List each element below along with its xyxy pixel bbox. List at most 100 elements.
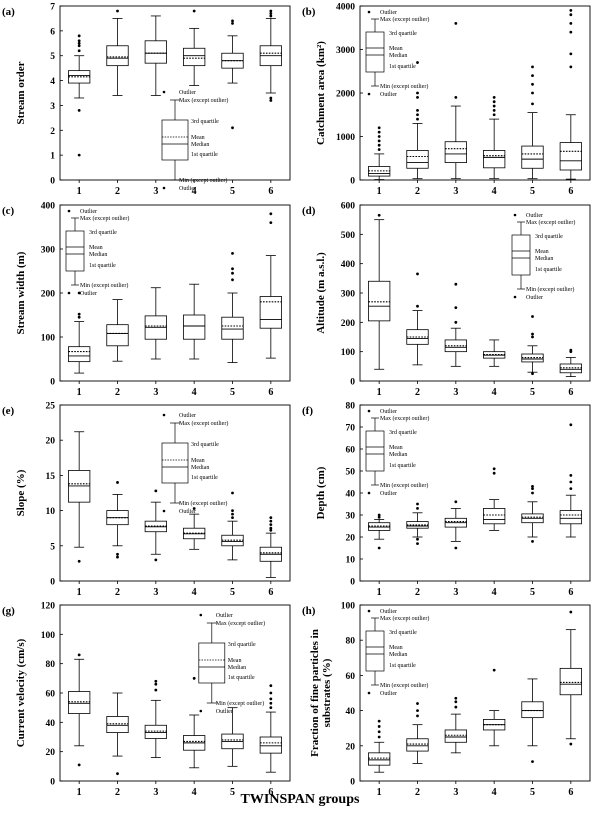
outlier-point [377,719,381,723]
legend-median-label: Median [389,452,407,458]
legend-outlier-dot [513,213,517,217]
x-tick-label: 2 [115,387,120,398]
outlier-point [569,480,573,484]
outlier-point [192,9,196,13]
y-tick-label: 4000 [336,3,355,13]
outlier-point [531,487,534,490]
y-axis-label: substrates (%) [321,658,333,727]
outlier-point [569,30,573,34]
outlier-point [377,130,381,134]
outlier-point [492,109,496,112]
outlier-point [569,52,573,56]
y-axis-label: Slope (%) [15,469,27,516]
outlier-point [77,109,81,112]
legend-mean-label: Mean [389,46,403,52]
outlier-point [77,291,81,295]
outlier-point [377,725,381,728]
y-tick-label: 400 [341,260,356,270]
box-group [483,467,506,531]
outlier-point [416,304,419,308]
legend-max-label: Max (except outlier) [380,16,429,23]
outlier-point [377,515,381,519]
box-group [68,34,91,157]
outlier-point [231,22,234,25]
outlier-point [416,542,419,545]
box-group [483,95,506,180]
legend-box [511,234,531,276]
x-tick-label: 4 [492,186,497,197]
x-tick-label: 5 [530,587,535,598]
y-tick-label: 0 [50,177,55,187]
outlier-point [154,489,158,493]
y-tick-label: 3 [50,102,55,112]
y-tick-label: 2 [50,127,55,137]
x-tick-label: 4 [192,787,197,798]
outlier-point [492,95,496,99]
outlier-point [492,467,496,471]
outlier-point [492,100,496,104]
x-tick-label: 5 [530,387,535,398]
outlier-point [231,252,234,255]
panel-tag: (d) [302,205,316,217]
legend-q3-label: 3rd quartile [191,442,219,448]
outlier-point [154,679,158,683]
box-group [183,676,206,769]
outlier-point [269,523,273,527]
y-tick-label: 20 [46,748,56,758]
box-group [259,684,282,773]
x-tick-label: 1 [377,186,382,197]
outlier-point [231,509,234,512]
iqr-box [406,150,429,169]
iqr-box [144,40,167,64]
x-tick-label: 5 [530,787,535,798]
box-group [368,513,391,550]
iqr-box [68,346,91,363]
outlier-point [569,423,573,427]
outlier-point [269,528,273,532]
y-tick-label: 40 [346,707,356,717]
legend-min-label: Min (except outlier) [80,282,128,289]
x-tick-label: 5 [230,387,235,398]
box-group [106,692,129,776]
box-group [406,502,429,545]
box-group [368,213,391,370]
legend-q3-label: 3rd quartile [89,230,117,236]
iqr-box [183,314,206,340]
outlier-point [269,96,273,100]
iqr-box [144,724,167,739]
outlier-point [269,516,273,520]
outlier-point [269,221,273,225]
outlier-point [77,653,81,657]
box-group [68,653,91,767]
iqr-box [521,145,544,169]
panel-tag: (h) [302,605,316,617]
outlier-point [454,696,458,700]
x-tick-label: 2 [115,186,120,197]
panel-tag: (b) [302,6,316,18]
x-tick-label: 6 [568,387,573,398]
outlier-point [416,714,419,718]
y-tick-label: 5 [50,542,55,552]
box-group [483,668,506,747]
outlier-point [269,684,273,688]
y-tick-label: 200 [41,290,56,300]
outlier-point [192,676,196,680]
outlier-point [454,705,458,709]
legend-min-label: Min (except outlier) [179,177,227,184]
plot-frame [359,204,591,382]
outlier-point [492,668,496,672]
legend-q3-label: 3rd quartile [191,119,219,125]
outlier-point [269,701,273,705]
x-tick-label: 4 [192,387,197,398]
outlier-point [77,44,81,48]
box-group [444,282,467,367]
x-tick-label: 4 [492,587,497,598]
outlier-point [269,526,273,530]
legend-outlier-label: Outlier [380,409,397,415]
y-tick-label: 40 [346,490,356,500]
y-tick-label: 50 [346,468,356,478]
outlier-point [377,148,381,151]
outlier-point [231,278,234,282]
